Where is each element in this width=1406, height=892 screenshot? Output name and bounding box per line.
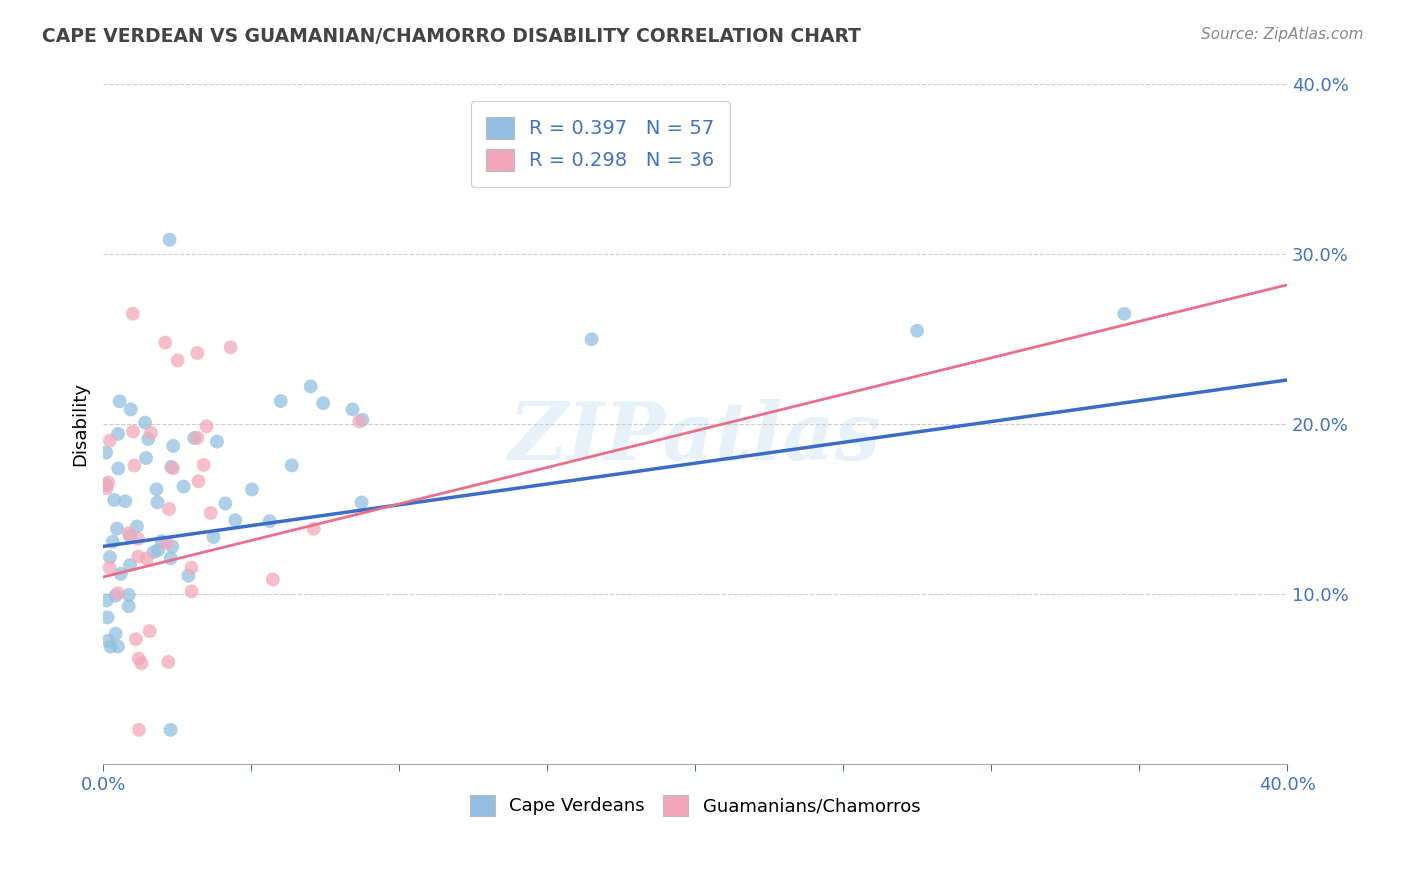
Point xyxy=(342,402,364,417)
Point xyxy=(134,416,156,430)
Point xyxy=(107,461,129,475)
Point xyxy=(166,353,188,368)
Point xyxy=(157,502,180,516)
Point xyxy=(349,414,371,428)
Point xyxy=(96,593,118,607)
Point xyxy=(125,632,148,647)
Point xyxy=(299,379,322,393)
Point xyxy=(145,483,167,497)
Point xyxy=(108,394,131,409)
Point xyxy=(155,335,177,350)
Point xyxy=(98,434,121,448)
Point xyxy=(118,526,141,541)
Point xyxy=(1114,307,1136,321)
Point xyxy=(97,475,120,490)
Point xyxy=(114,494,136,508)
Point xyxy=(104,626,127,640)
Point xyxy=(352,413,374,427)
Point xyxy=(240,483,263,497)
Point xyxy=(162,461,184,475)
Point xyxy=(136,432,159,446)
Point xyxy=(162,540,184,554)
Point xyxy=(202,530,225,544)
Point xyxy=(127,532,149,546)
Point xyxy=(259,514,281,528)
Point xyxy=(121,307,143,321)
Point xyxy=(205,434,228,449)
Text: CAPE VERDEAN VS GUAMANIAN/CHAMORRO DISABILITY CORRELATION CHART: CAPE VERDEAN VS GUAMANIAN/CHAMORRO DISAB… xyxy=(42,27,862,45)
Point xyxy=(125,519,148,533)
Point xyxy=(160,459,183,474)
Point xyxy=(350,495,373,509)
Point xyxy=(117,588,139,602)
Y-axis label: Disability: Disability xyxy=(72,382,89,467)
Point xyxy=(98,550,121,565)
Point xyxy=(94,477,117,491)
Point xyxy=(94,445,117,459)
Point xyxy=(180,584,202,599)
Point xyxy=(138,624,160,639)
Point xyxy=(142,545,165,559)
Point xyxy=(262,573,284,587)
Point xyxy=(214,496,236,510)
Point xyxy=(122,425,145,439)
Point xyxy=(105,522,128,536)
Point xyxy=(155,535,177,549)
Point xyxy=(183,431,205,445)
Point xyxy=(146,495,169,509)
Text: ZIPatlas: ZIPatlas xyxy=(509,399,882,476)
Point xyxy=(581,332,603,346)
Point xyxy=(905,324,928,338)
Point xyxy=(193,458,215,472)
Text: Source: ZipAtlas.com: Source: ZipAtlas.com xyxy=(1201,27,1364,42)
Point xyxy=(150,534,173,549)
Point xyxy=(148,543,170,558)
Point xyxy=(96,481,118,495)
Point xyxy=(100,640,122,654)
Point xyxy=(101,534,124,549)
Point xyxy=(312,396,335,410)
Point xyxy=(159,233,181,247)
Point xyxy=(177,568,200,582)
Point xyxy=(224,513,246,527)
Point xyxy=(97,633,120,648)
Point xyxy=(135,551,157,566)
Point xyxy=(107,426,129,441)
Point xyxy=(103,492,125,507)
Point xyxy=(98,560,121,574)
Point xyxy=(186,346,208,360)
Point xyxy=(118,558,141,572)
Point xyxy=(118,529,141,543)
Point xyxy=(159,723,181,737)
Point xyxy=(118,599,141,614)
Point xyxy=(135,450,157,465)
Point xyxy=(219,340,242,354)
Point xyxy=(173,479,195,493)
Point xyxy=(110,566,132,581)
Point xyxy=(195,419,218,434)
Point xyxy=(104,589,127,603)
Point xyxy=(187,475,209,489)
Point xyxy=(107,640,129,654)
Point xyxy=(107,586,129,600)
Point xyxy=(281,458,304,473)
Point xyxy=(127,549,149,564)
Point xyxy=(120,402,142,417)
Point xyxy=(131,657,153,671)
Point xyxy=(302,522,325,536)
Point xyxy=(157,655,180,669)
Point xyxy=(96,610,118,624)
Point xyxy=(270,394,292,409)
Point xyxy=(159,551,181,566)
Point xyxy=(128,723,150,737)
Point xyxy=(124,458,146,473)
Point xyxy=(186,431,208,445)
Point xyxy=(128,651,150,665)
Point xyxy=(139,425,162,440)
Point xyxy=(200,506,222,520)
Point xyxy=(180,560,202,574)
Point xyxy=(162,439,184,453)
Legend: Cape Verdeans, Guamanians/Chamorros: Cape Verdeans, Guamanians/Chamorros xyxy=(463,788,928,822)
